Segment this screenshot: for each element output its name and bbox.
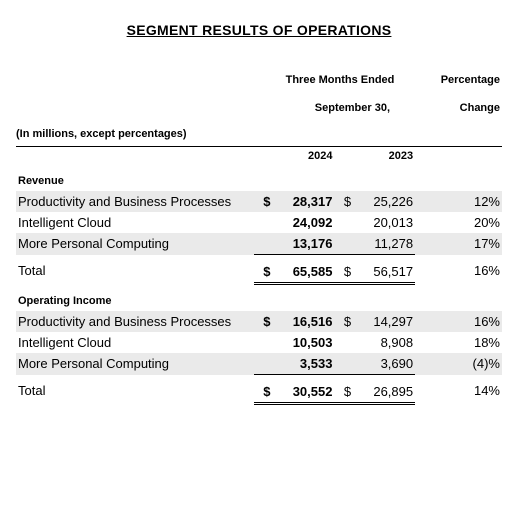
segment-results-table: 2024 2023 Revenue Productivity and Busin… — [16, 146, 502, 405]
currency-symbol: $ — [334, 311, 353, 332]
currency-symbol: $ — [334, 191, 353, 212]
row-label: Productivity and Business Processes — [16, 311, 254, 332]
total-label: Total — [16, 375, 254, 404]
percentage-heading: Percentage — [420, 74, 502, 86]
prior-value: 20,013 — [353, 212, 415, 233]
pct-change: 18% — [415, 332, 502, 353]
prior-value: 8,908 — [353, 332, 415, 353]
table-row: Intelligent Cloud 24,092 20,013 20% — [16, 212, 502, 233]
row-label: Intelligent Cloud — [16, 212, 254, 233]
currency-symbol: $ — [254, 375, 273, 404]
current-value: 24,092 — [272, 212, 334, 233]
pct-change: 12% — [415, 191, 502, 212]
prior-value: 25,226 — [353, 191, 415, 212]
prior-total: 56,517 — [353, 255, 415, 284]
row-label: More Personal Computing — [16, 353, 254, 375]
prior-value: 3,690 — [353, 353, 415, 375]
pct-change: 17% — [415, 233, 502, 255]
total-row-revenue: Total $ 65,585 $ 56,517 16% — [16, 255, 502, 284]
page-title: SEGMENT RESULTS OF OPERATIONS — [16, 22, 502, 38]
currency-symbol: $ — [334, 255, 353, 284]
period-header-row: Three Months Ended Percentage — [16, 74, 502, 86]
pct-change: 16% — [415, 255, 502, 284]
pct-change: 14% — [415, 375, 502, 404]
year-header-row: 2024 2023 — [16, 147, 502, 166]
table-row: Productivity and Business Processes $ 28… — [16, 191, 502, 212]
row-label: Intelligent Cloud — [16, 332, 254, 353]
pct-change: 16% — [415, 311, 502, 332]
units-note: (In millions, except percentages) — [16, 128, 502, 140]
prior-total: 26,895 — [353, 375, 415, 404]
prior-value: 11,278 — [353, 233, 415, 255]
section-heading-revenue: Revenue — [16, 165, 502, 191]
date-heading: September 30, — [230, 102, 420, 114]
table-row: More Personal Computing 3,533 3,690 (4)% — [16, 353, 502, 375]
total-label: Total — [16, 255, 254, 284]
table-row: Intelligent Cloud 10,503 8,908 18% — [16, 332, 502, 353]
change-heading: Change — [420, 102, 502, 114]
segment-results-page: SEGMENT RESULTS OF OPERATIONS Three Mont… — [0, 0, 518, 429]
current-value: 28,317 — [272, 191, 334, 212]
table-row: Productivity and Business Processes $ 16… — [16, 311, 502, 332]
current-value: 13,176 — [272, 233, 334, 255]
row-label: Productivity and Business Processes — [16, 191, 254, 212]
year-current: 2024 — [272, 147, 334, 166]
section-label: Revenue — [16, 165, 502, 191]
total-row-operating-income: Total $ 30,552 $ 26,895 14% — [16, 375, 502, 404]
current-value: 3,533 — [272, 353, 334, 375]
currency-symbol: $ — [254, 191, 273, 212]
pct-change: 20% — [415, 212, 502, 233]
period-heading: Three Months Ended — [260, 74, 420, 86]
section-heading-operating-income: Operating Income — [16, 284, 502, 312]
current-value: 16,516 — [272, 311, 334, 332]
year-prior: 2023 — [353, 147, 415, 166]
prior-value: 14,297 — [353, 311, 415, 332]
currency-symbol: $ — [334, 375, 353, 404]
pct-change: (4)% — [415, 353, 502, 375]
current-value: 10,503 — [272, 332, 334, 353]
currency-symbol: $ — [254, 255, 273, 284]
date-header-row: September 30, Change — [16, 102, 502, 114]
current-total: 30,552 — [272, 375, 334, 404]
row-label: More Personal Computing — [16, 233, 254, 255]
current-total: 65,585 — [272, 255, 334, 284]
section-label: Operating Income — [16, 284, 502, 312]
currency-symbol: $ — [254, 311, 273, 332]
table-row: More Personal Computing 13,176 11,278 17… — [16, 233, 502, 255]
